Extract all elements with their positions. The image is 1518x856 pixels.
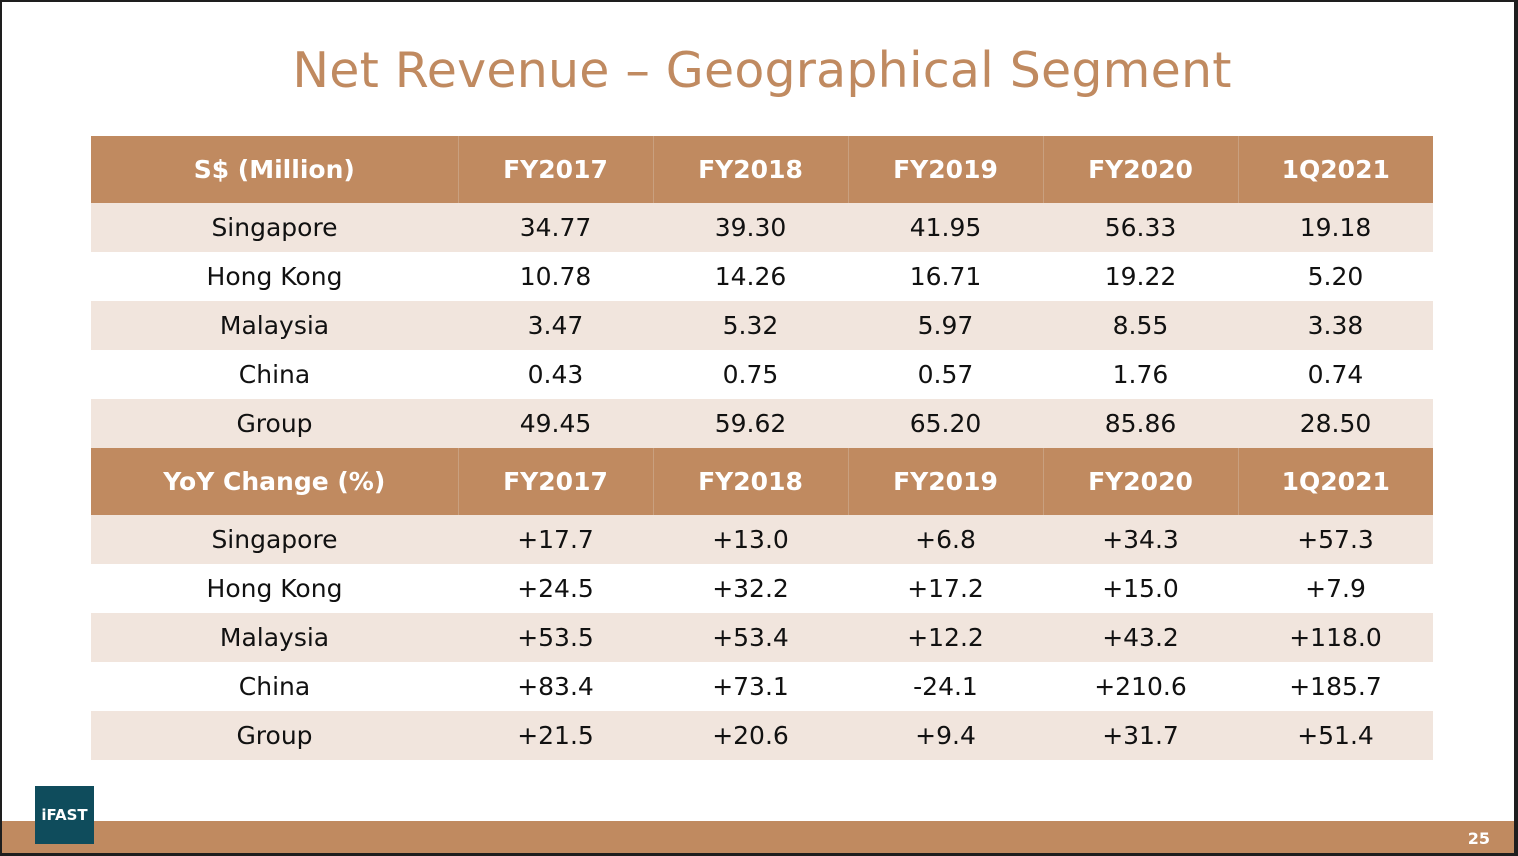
table-cell: 85.86 [1043, 399, 1238, 448]
table-cell: 10.78 [458, 252, 653, 301]
header-cell: FY2020 [1042, 136, 1238, 203]
table-cell: 41.95 [848, 203, 1043, 252]
row-label: Singapore [91, 203, 458, 252]
row-label: Malaysia [91, 613, 458, 662]
table-cell: 14.26 [653, 252, 848, 301]
table-cell: 65.20 [848, 399, 1043, 448]
table-cell: +118.0 [1238, 613, 1433, 662]
table-cell: +13.0 [653, 515, 848, 564]
table-cell: 1.76 [1043, 350, 1238, 399]
row-label: Hong Kong [91, 252, 458, 301]
header-cell: FY2018 [652, 448, 848, 515]
table-cell: +210.6 [1043, 662, 1238, 711]
table-cell: +9.4 [848, 711, 1043, 760]
page-number: 25 [1467, 829, 1490, 848]
table-cell: +17.7 [458, 515, 653, 564]
header-cell: 1Q2021 [1237, 448, 1433, 515]
table-cell: +24.5 [458, 564, 653, 613]
table-row: Malaysia 3.47 5.32 5.97 8.55 3.38 [91, 301, 1433, 350]
table-cell: 0.43 [458, 350, 653, 399]
table-row: Singapore +17.7 +13.0 +6.8 +34.3 +57.3 [91, 515, 1433, 564]
logo-text: iFAST [41, 806, 88, 824]
table-cell: 0.74 [1238, 350, 1433, 399]
table-cell: 49.45 [458, 399, 653, 448]
page-title: Net Revenue – Geographical Segment [292, 42, 1232, 99]
table-cell: +53.4 [653, 613, 848, 662]
table-row: Hong Kong 10.78 14.26 16.71 19.22 5.20 [91, 252, 1433, 301]
table-row: China 0.43 0.75 0.57 1.76 0.74 [91, 350, 1433, 399]
table-cell: 56.33 [1043, 203, 1238, 252]
header-cell: FY2018 [652, 136, 848, 203]
table-cell: 0.57 [848, 350, 1043, 399]
ifast-logo: iFAST [35, 786, 94, 844]
table-cell: 34.77 [458, 203, 653, 252]
table-cell: 3.47 [458, 301, 653, 350]
row-label: China [91, 662, 458, 711]
table-cell: +17.2 [848, 564, 1043, 613]
row-label: Malaysia [91, 301, 458, 350]
table-cell: +12.2 [848, 613, 1043, 662]
table-cell: 0.75 [653, 350, 848, 399]
table-cell: +21.5 [458, 711, 653, 760]
table-cell: +185.7 [1238, 662, 1433, 711]
footer-bar [0, 821, 1518, 856]
table-cell: 5.32 [653, 301, 848, 350]
header-cell: FY2017 [457, 136, 653, 203]
table-row: Group +21.5 +20.6 +9.4 +31.7 +51.4 [91, 711, 1433, 760]
table-cell: +43.2 [1043, 613, 1238, 662]
table-cell: 5.20 [1238, 252, 1433, 301]
row-label: Group [91, 711, 458, 760]
header-cell: YoY Change (%) [91, 448, 458, 515]
table-cell: 59.62 [653, 399, 848, 448]
geographical-segment-table: S$ (Million) FY2017 FY2018 FY2019 FY2020… [91, 136, 1433, 760]
table-cell: -24.1 [848, 662, 1043, 711]
header-cell: FY2019 [847, 448, 1043, 515]
table-cell: 28.50 [1238, 399, 1433, 448]
table-cell: +32.2 [653, 564, 848, 613]
table-cell: 16.71 [848, 252, 1043, 301]
table-cell: +20.6 [653, 711, 848, 760]
header-cell: S$ (Million) [91, 136, 458, 203]
row-label: China [91, 350, 458, 399]
table-cell: 19.18 [1238, 203, 1433, 252]
table-row: Singapore 34.77 39.30 41.95 56.33 19.18 [91, 203, 1433, 252]
table-cell: +57.3 [1238, 515, 1433, 564]
table-cell: +34.3 [1043, 515, 1238, 564]
header-cell: FY2020 [1042, 448, 1238, 515]
row-label: Singapore [91, 515, 458, 564]
header-cell: FY2017 [457, 448, 653, 515]
table-cell: 5.97 [848, 301, 1043, 350]
table-cell: 39.30 [653, 203, 848, 252]
table-cell: 8.55 [1043, 301, 1238, 350]
revenue-header-row: S$ (Million) FY2017 FY2018 FY2019 FY2020… [91, 136, 1433, 203]
table-cell: +53.5 [458, 613, 653, 662]
table-row: Malaysia +53.5 +53.4 +12.2 +43.2 +118.0 [91, 613, 1433, 662]
header-cell: 1Q2021 [1237, 136, 1433, 203]
row-label: Hong Kong [91, 564, 458, 613]
table-row: China +83.4 +73.1 -24.1 +210.6 +185.7 [91, 662, 1433, 711]
table-cell: 19.22 [1043, 252, 1238, 301]
table-cell: +83.4 [458, 662, 653, 711]
table-cell: +7.9 [1238, 564, 1433, 613]
table-row: Hong Kong +24.5 +32.2 +17.2 +15.0 +7.9 [91, 564, 1433, 613]
table-cell: 3.38 [1238, 301, 1433, 350]
header-cell: FY2019 [847, 136, 1043, 203]
table-row: Group 49.45 59.62 65.20 85.86 28.50 [91, 399, 1433, 448]
table-cell: +15.0 [1043, 564, 1238, 613]
table-cell: +31.7 [1043, 711, 1238, 760]
table-cell: +73.1 [653, 662, 848, 711]
row-label: Group [91, 399, 458, 448]
table-cell: +51.4 [1238, 711, 1433, 760]
yoy-header-row: YoY Change (%) FY2017 FY2018 FY2019 FY20… [91, 448, 1433, 515]
table-cell: +6.8 [848, 515, 1043, 564]
